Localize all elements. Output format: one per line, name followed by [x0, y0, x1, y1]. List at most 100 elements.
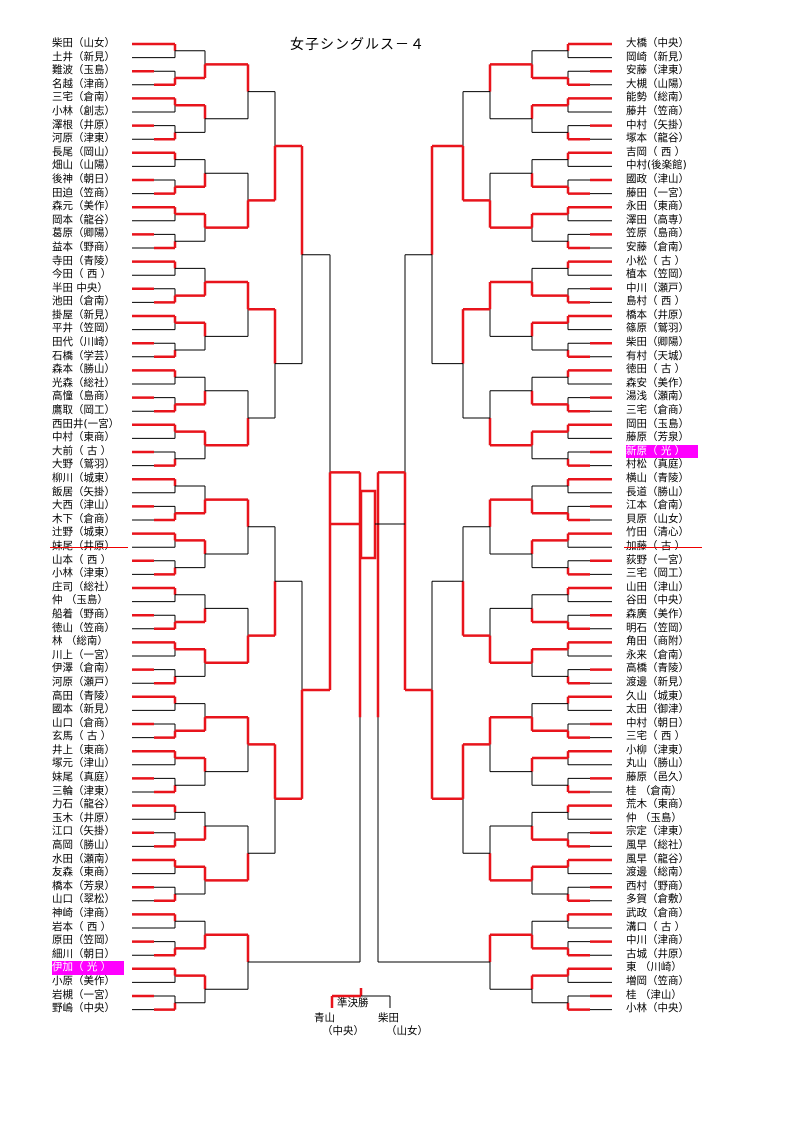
player-name: 西田井(一宮）	[52, 417, 120, 430]
player-name: 中川（瀬戸）	[626, 281, 689, 294]
player-name: 藤田（一宮）	[626, 186, 689, 199]
player-name: 渡邊（総南）	[626, 866, 689, 879]
player-name: 水田（瀬南）	[52, 852, 115, 865]
player-name: 東 （川崎）	[626, 961, 682, 974]
player-name: 荻野（一宮）	[626, 553, 689, 566]
player-name: 吉岡（ 西 ）	[626, 145, 686, 158]
player-name: 田代（川崎）	[52, 336, 115, 349]
player-name: 光森（総社）	[52, 376, 115, 389]
player-name: 村松（真庭）	[626, 458, 689, 471]
player-name: 大橋（中央）	[626, 37, 689, 49]
player-name: 大西（津山）	[52, 499, 115, 512]
player-name: 丸山（勝山）	[626, 757, 689, 770]
player-name: 小林（中央）	[626, 1002, 689, 1015]
player-name: 溝口（ 古 ）	[626, 920, 686, 933]
player-name: 仲 （玉島）	[626, 811, 682, 824]
player-name: 山口（倉商）	[52, 716, 115, 729]
player-name: 三宅（ 西 ）	[626, 730, 686, 743]
player-name: 三宅（倉商）	[626, 404, 689, 417]
player-name: 江口（矢掛）	[52, 825, 115, 838]
player-name: 河原（津東）	[52, 132, 115, 145]
player-name: 原田（笠岡）	[52, 934, 115, 947]
player-name: 掛屋（新見）	[52, 308, 115, 321]
player-name: 半田 中央）	[52, 281, 108, 294]
player-name: 徳田（ 古 ）	[626, 363, 686, 376]
player-name: 明石（笠岡）	[626, 621, 689, 634]
player-name: 高田（青陵）	[52, 689, 115, 702]
player-name: 森安（美作）	[626, 376, 689, 389]
player-name: 篠原（鷲羽）	[626, 322, 689, 335]
player-name: 國本（新見）	[52, 703, 115, 716]
player-name: 徳山（笠商）	[52, 621, 115, 634]
player-name: 橋本（芳泉）	[52, 879, 115, 892]
player-name: 平井（笠岡）	[52, 322, 115, 335]
player-name: 池田（倉南）	[52, 295, 115, 308]
player-name: 古城（井原）	[626, 947, 689, 960]
player-name: 植本（笠岡）	[626, 268, 689, 281]
player-name: 力石（龍谷）	[52, 798, 115, 811]
player-name: 山本（ 西 ）	[52, 553, 112, 566]
champion-box	[359, 489, 377, 560]
player-name: 大野（鷲羽）	[52, 458, 115, 471]
player-name: 小原（美作）	[52, 974, 115, 987]
player-name: 永田（東商）	[626, 200, 689, 213]
player-name: 石橋（学芸）	[52, 349, 115, 362]
player-name: 澤田（高専）	[626, 213, 689, 226]
player-name: 後神（朝日）	[52, 172, 115, 185]
player-name: 塚元（津山）	[52, 757, 115, 770]
player-name: 森本（勝山）	[52, 363, 115, 376]
player-name: 森廣（美作）	[626, 607, 689, 620]
player-name: 岩槻（一宮）	[52, 988, 115, 1001]
player-name: 三宅（倉南）	[52, 91, 115, 104]
player-name: 寺田（青陵）	[52, 254, 115, 267]
player-name: 江本（倉南）	[626, 499, 689, 512]
player-name: 笠原（島商）	[626, 227, 689, 240]
player-name: 長尾（岡山）	[52, 145, 115, 158]
player-name: 辻野（城東）	[52, 526, 115, 539]
right-player-list: 大橋（中央） 岡崎（新見） 安藤（津東） 大槻（山陽） 能勢（総南） 藤井（笠商） 中村（矢…	[624, 37, 702, 1016]
player-name: 土井（新見）	[52, 50, 115, 63]
player-name: 小林（創志）	[52, 104, 115, 117]
player-name: 藤井（笠商）	[626, 104, 689, 117]
player-name: 河原（瀬戸）	[52, 675, 115, 688]
player-name: 三宅（岡工）	[626, 567, 689, 580]
left-player-list: 柴田（山女） 土井（新見） 難波（玉島） 名越（津商） 三宅（倉南） 小林（創志） 澤根（井…	[50, 37, 128, 1016]
player-name: 島村（ 西 ）	[626, 295, 686, 308]
player-name: 中村（矢掛）	[626, 118, 689, 131]
player-name: 増岡（笠商）	[626, 974, 689, 987]
player-name: 神崎（津商）	[52, 907, 115, 919]
player-name: 三輪（津東）	[52, 784, 115, 797]
player-name: 中村(後楽館)	[626, 159, 687, 172]
player-name: 中村（朝日）	[626, 716, 689, 729]
player-name: 畑山（山陽）	[52, 159, 115, 172]
player-name: 難波（玉島）	[52, 64, 115, 77]
player-name: 細川（朝日）	[52, 947, 115, 960]
player-name: 庄司（総社）	[52, 580, 115, 593]
player-name: 橋本（井原）	[626, 308, 689, 321]
player-name: 柳川（城東）	[52, 472, 115, 484]
player-name: 加藤（ 古 ）	[624, 540, 702, 554]
player-name: 高橋（青陵）	[626, 662, 689, 675]
player-name: 角田（商附）	[626, 635, 689, 648]
player-name: 大前（ 古 ）	[52, 444, 112, 457]
player-name: 妹尾（真庭）	[52, 771, 115, 784]
player-name: 葛原（卿陽）	[52, 227, 115, 240]
player-name: 國政（津山）	[626, 172, 689, 185]
player-name: 久山（城東）	[626, 689, 689, 702]
player-name: 小柳（津東）	[626, 743, 689, 756]
finalist-right-name: 柴田	[378, 1012, 399, 1024]
player-name: 安藤（津東）	[626, 64, 689, 77]
player-name: 益本（野商）	[52, 240, 115, 253]
player-name: 船着（野商）	[52, 607, 115, 620]
player-name: 新原（ 光 ）	[626, 444, 698, 459]
player-name: 湯浅（瀬南）	[626, 390, 689, 403]
player-name: 森元（美作）	[52, 200, 115, 213]
player-name: 伊澤（倉南）	[52, 662, 115, 675]
semifinal-label: 準決勝	[337, 997, 369, 1009]
player-name: 井上（東商）	[52, 743, 115, 756]
player-name: 田迫（笠商）	[52, 186, 115, 199]
player-name: 澤根（井原）	[52, 118, 115, 131]
player-name: 玄馬（ 古 ）	[52, 730, 112, 743]
player-name: 藤原（芳泉）	[626, 431, 689, 444]
